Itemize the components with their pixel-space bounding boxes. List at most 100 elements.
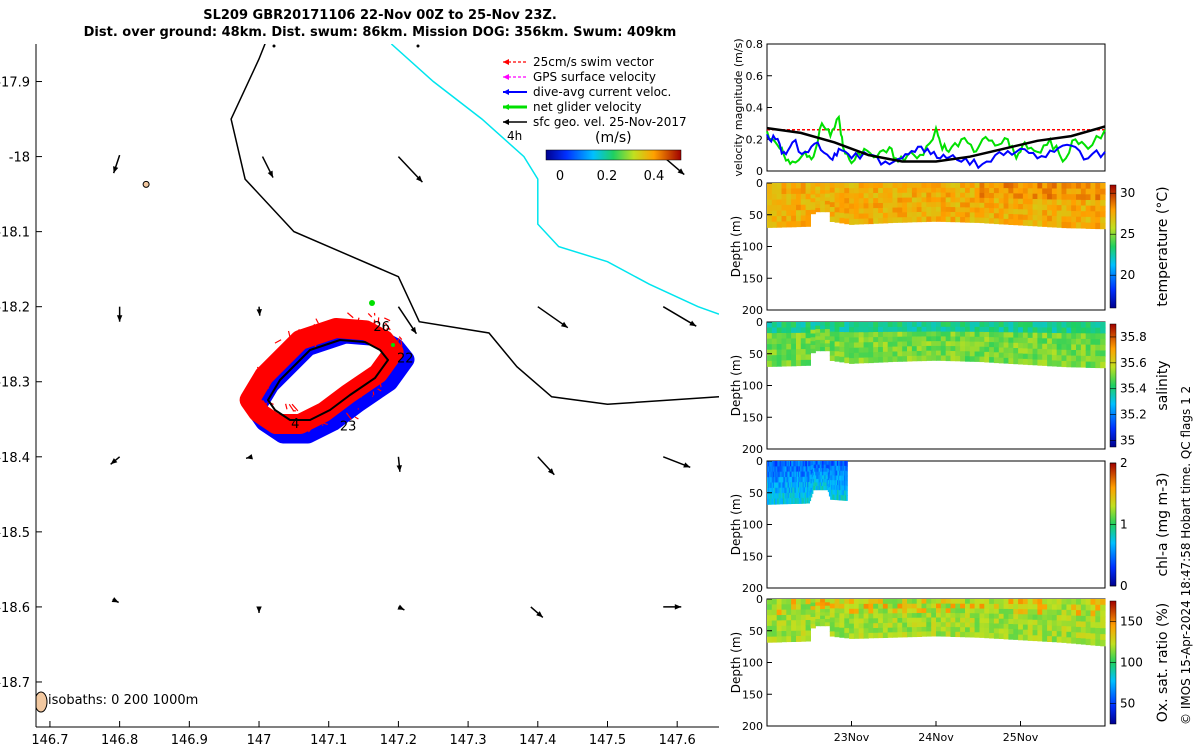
profile-cell [1071, 183, 1077, 190]
profile-cell [786, 609, 792, 616]
profile-cell [1080, 338, 1087, 346]
profile-cell [1095, 361, 1101, 369]
profile-cell [998, 183, 1005, 189]
profile-cell [820, 208, 826, 213]
profile-cell [969, 632, 976, 638]
profile-cell [993, 213, 1000, 219]
profile-cell [897, 197, 903, 204]
profile-cell [955, 187, 961, 194]
current-arrow [537, 456, 555, 476]
profile-cell [921, 336, 927, 342]
profile-cell [795, 476, 798, 483]
profile-cell [1051, 188, 1058, 195]
profile-cell [839, 356, 845, 363]
profile-cell [849, 203, 855, 210]
profile-cell [1076, 344, 1082, 351]
profile-cell [969, 599, 976, 605]
profile-cell [863, 352, 869, 359]
profile-cell [1066, 322, 1072, 329]
profile-cell [989, 332, 995, 338]
profile-cell [897, 183, 903, 189]
profile-cell [907, 202, 913, 208]
profile-cell [916, 617, 923, 623]
profile-cell [820, 486, 823, 491]
profile-cell [772, 471, 775, 478]
profile-cell [1080, 627, 1087, 634]
profile-cell [834, 212, 840, 218]
swim-vector-tick [373, 319, 376, 327]
profile-cell [940, 626, 947, 632]
profile-cell [1090, 327, 1096, 334]
profile-cell [916, 622, 923, 628]
swim-vector-tick [274, 419, 278, 426]
profile-cell [1100, 183, 1106, 190]
profile-cell [873, 198, 879, 204]
profile-cell [1042, 614, 1048, 621]
profile-cell [1042, 183, 1048, 189]
profile-cell [800, 359, 807, 366]
profile-cell [979, 618, 985, 624]
profile-cell [1022, 609, 1029, 615]
profile-cell [834, 331, 840, 338]
profile-cell [771, 461, 774, 467]
profile-cell [882, 207, 889, 214]
profile-cell [945, 612, 952, 619]
profile-cell [1018, 629, 1024, 636]
profile-cell [1071, 211, 1077, 218]
profile-cell [911, 346, 918, 352]
profile-cell [897, 212, 903, 218]
profile-cell [775, 487, 777, 494]
swim-vector-tick [274, 339, 282, 344]
profile-cell [781, 183, 787, 190]
profile-cell [1003, 604, 1009, 610]
profile-cell [834, 207, 840, 213]
profile-cell [1090, 205, 1096, 212]
profile-cell [926, 612, 932, 619]
profile-cell [826, 475, 829, 480]
colorbar-label: salinity [1155, 360, 1171, 410]
profile-cell [833, 480, 836, 486]
profile-cell [1085, 610, 1092, 617]
profile-cell [1032, 199, 1038, 205]
profile-cell [916, 599, 923, 605]
profile-cell [1061, 620, 1067, 627]
profile-cell [1022, 332, 1029, 339]
profile-cell [1003, 628, 1009, 635]
profile-cell [844, 618, 850, 624]
profile-cell [1042, 604, 1048, 611]
swim-vector-tick [256, 404, 264, 408]
profile-cell [824, 461, 826, 466]
profile-cell [858, 623, 865, 629]
profile-cell [911, 599, 918, 605]
profile-cell [965, 322, 971, 328]
profile-cell [853, 208, 860, 215]
profile-cell [1076, 338, 1082, 345]
profile-cell [897, 346, 903, 352]
profile-cell [892, 183, 898, 189]
profile-cell [767, 349, 773, 356]
profile-cell [1018, 604, 1024, 610]
profile-cell [816, 464, 818, 469]
profile-cell [863, 208, 869, 215]
profile-cell [1051, 327, 1058, 334]
profile-cell [767, 188, 773, 195]
current-arrow [396, 456, 402, 472]
map-x-tick-label: 147.1 [310, 733, 347, 748]
profile-cell [796, 625, 802, 632]
profile-cell [1056, 355, 1063, 362]
profile-cell [887, 212, 894, 219]
profile-cell [805, 332, 811, 339]
profile-cell [926, 326, 932, 333]
profile-cell [1090, 200, 1096, 207]
profile-cell [863, 183, 869, 189]
profile-cell [772, 493, 775, 500]
profile-cell [1080, 621, 1087, 628]
profile-cell [969, 326, 976, 333]
profile-cell [853, 322, 860, 328]
profile-cell [955, 331, 961, 338]
swim-vector-tick [335, 326, 341, 331]
profile-cell [993, 628, 1000, 634]
profile-cell [819, 486, 822, 491]
profile-cell [824, 486, 826, 491]
profile-cell [843, 490, 846, 496]
